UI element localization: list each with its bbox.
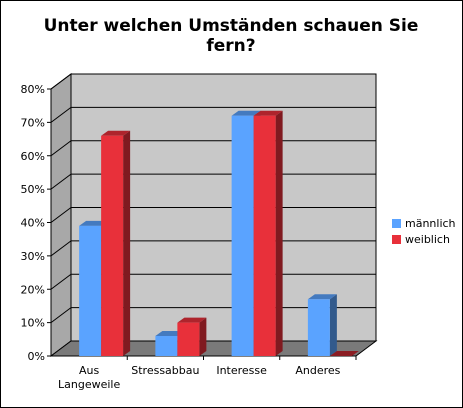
- bar-front: [101, 135, 124, 356]
- gridline-depth: [50, 173, 72, 190]
- bar-side: [275, 110, 283, 356]
- gridline-depth: [50, 207, 72, 223]
- x-tick-label: Aus Langeweile: [58, 364, 120, 391]
- y-tick-label: 10%: [21, 317, 45, 330]
- bar-side: [123, 130, 131, 356]
- bar: [177, 317, 207, 356]
- chart-title: Unter welchen Umständen schauen Sie fern…: [43, 16, 419, 56]
- y-tick-label: 50%: [21, 183, 45, 196]
- y-tick-label: 60%: [21, 150, 45, 163]
- bar-front: [155, 335, 178, 356]
- legend-swatch: [392, 235, 401, 244]
- y-tick-label: 80%: [21, 83, 45, 96]
- legend-label: weiblich: [405, 233, 450, 246]
- bar-front: [307, 299, 330, 356]
- gridline-depth: [50, 140, 72, 157]
- gridline-depth: [50, 307, 72, 324]
- x-tick-label: Stressabbau: [131, 364, 199, 377]
- bar: [101, 130, 131, 356]
- bar-top: [231, 110, 261, 116]
- x-tick-label: Anderes: [295, 364, 340, 377]
- bar-top: [79, 220, 109, 226]
- y-tick-label: 0%: [28, 350, 45, 363]
- bar-top: [155, 330, 185, 336]
- gridline-depth: [50, 73, 72, 90]
- legend: männlich weiblich: [392, 217, 456, 246]
- bar-top: [253, 110, 283, 116]
- x-tick-label: Interesse: [216, 364, 267, 377]
- y-tick-label: 70%: [21, 116, 45, 129]
- bar-front: [177, 322, 200, 356]
- bar-side: [199, 317, 207, 356]
- gridline-depth: [50, 106, 72, 123]
- bar-front: [253, 115, 276, 356]
- legend-label: männlich: [405, 217, 456, 230]
- bar-side: [329, 294, 337, 356]
- bar-front: [231, 115, 254, 356]
- legend-swatch: [392, 219, 401, 228]
- bar: [307, 294, 337, 356]
- bar-top: [101, 130, 131, 136]
- y-tick-label: 40%: [21, 217, 45, 230]
- bar-front: [79, 225, 102, 356]
- y-tick-label: 20%: [21, 283, 45, 296]
- bar-top: [307, 294, 337, 300]
- gridline-depth: [50, 273, 72, 290]
- bar-flat: [329, 351, 359, 356]
- bar: [253, 110, 283, 356]
- gridline-depth: [50, 240, 72, 257]
- bar-top: [177, 317, 207, 323]
- y-tick-label: 30%: [21, 250, 45, 263]
- bar: [329, 351, 359, 356]
